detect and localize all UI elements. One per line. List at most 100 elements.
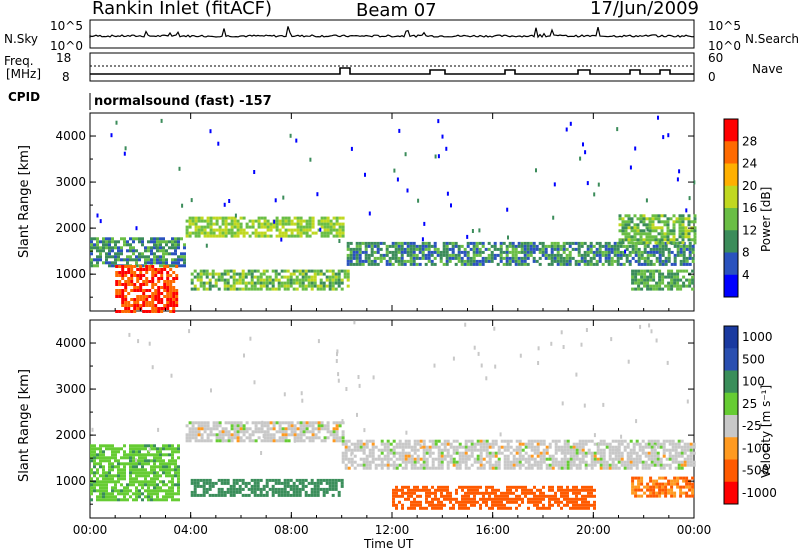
velocity-cell: [634, 491, 638, 495]
velocity-cell: [530, 445, 534, 449]
power-cell: [115, 280, 119, 283]
velocity-cell: [286, 478, 290, 482]
velocity-cell: [99, 474, 102, 478]
power-cell: [262, 272, 266, 276]
power-cell: [481, 259, 485, 263]
power-cell: [250, 275, 254, 279]
power-cell: [118, 274, 122, 277]
velocity-cell: [608, 442, 612, 446]
velocity-cell: [446, 460, 450, 464]
velocity-cell: [479, 454, 483, 458]
power-cell: [526, 256, 530, 260]
power-cell: [415, 256, 419, 260]
velocity-cell: [620, 457, 624, 461]
power-cell: [648, 217, 652, 221]
power-cell: [484, 247, 488, 251]
power-scatter: [155, 244, 158, 249]
velocity-scatter: [317, 339, 320, 344]
power-cell: [144, 249, 147, 253]
power-cell: [130, 298, 134, 301]
power-cell: [640, 275, 644, 279]
velocity-cell: [310, 487, 314, 491]
velocity-cell: [464, 503, 467, 507]
power-cell: [241, 272, 245, 276]
velocity-cell: [482, 439, 486, 443]
xtick-label: 20:00: [576, 523, 611, 537]
power-cell: [457, 259, 461, 263]
velocity-cell: [221, 436, 225, 440]
power-cell: [281, 231, 285, 235]
power-cell: [220, 272, 224, 276]
velocity-scatter: [261, 420, 264, 425]
velocity-cell: [470, 448, 474, 452]
velocity-cell: [590, 451, 594, 455]
power-cell: [310, 269, 314, 273]
velocity-cell: [476, 457, 480, 461]
power-cell: [129, 237, 132, 241]
velocity-cell: [392, 460, 396, 464]
power-cell: [499, 256, 503, 260]
power-cell: [640, 287, 644, 291]
power-cell: [654, 214, 658, 218]
power-cell: [547, 262, 551, 266]
velocity-cell: [299, 430, 303, 434]
power-cell: [688, 278, 692, 282]
power-cell: [154, 268, 158, 271]
power-cell: [391, 250, 395, 254]
power-cell: [475, 247, 479, 251]
power-cell: [171, 261, 174, 265]
power-colorbar-swatch: [724, 252, 738, 276]
velocity-cell: [138, 480, 141, 484]
power-cell: [421, 244, 425, 248]
power-cell: [305, 222, 309, 226]
power-cell: [159, 240, 162, 244]
power-cell: [643, 244, 647, 248]
power-cell: [150, 252, 153, 256]
velocity-cell: [440, 442, 444, 446]
velocity-cell: [533, 485, 536, 489]
power-cell: [394, 250, 398, 254]
power-panel-frame: [89, 112, 695, 312]
power-cell: [292, 272, 296, 276]
power-cell: [277, 278, 281, 282]
power-cell: [382, 253, 386, 257]
power-cell: [299, 231, 303, 235]
velocity-cell: [545, 451, 549, 455]
velocity-cell: [218, 433, 222, 437]
power-cell: [136, 301, 140, 304]
velocity-cell: [138, 471, 141, 475]
velocity-cell: [587, 451, 591, 455]
velocity-cell: [190, 478, 194, 482]
power-cell: [370, 241, 374, 245]
power-cell: [157, 271, 161, 274]
power-cell: [251, 219, 255, 223]
velocity-cell: [132, 465, 135, 469]
velocity-cell: [647, 442, 651, 446]
power-cell: [592, 262, 596, 266]
power-cell: [259, 284, 263, 288]
velocity-scatter: [473, 345, 476, 350]
power-cell: [325, 284, 329, 288]
power-cell: [197, 216, 201, 220]
power-cell: [266, 228, 270, 232]
velocity-cell: [643, 485, 647, 489]
power-cell: [514, 259, 518, 263]
velocity-cell: [368, 463, 372, 467]
velocity-cell: [334, 478, 338, 482]
velocity-cell: [638, 448, 642, 452]
velocity-cell: [413, 442, 417, 446]
power-cell: [472, 247, 476, 251]
power-cell: [118, 310, 122, 313]
velocity-cell: [599, 439, 603, 443]
velocity-cell: [401, 448, 405, 452]
velocity-cell: [473, 491, 476, 495]
velocity-cell: [434, 497, 437, 501]
power-cell: [358, 259, 362, 263]
velocity-scatter: [157, 427, 160, 432]
velocity-cell: [566, 463, 570, 467]
velocity-cell: [392, 491, 395, 495]
velocity-cell: [256, 484, 260, 488]
velocity-cell: [395, 506, 398, 510]
velocity-cell: [434, 503, 437, 507]
velocity-cell: [452, 445, 456, 449]
